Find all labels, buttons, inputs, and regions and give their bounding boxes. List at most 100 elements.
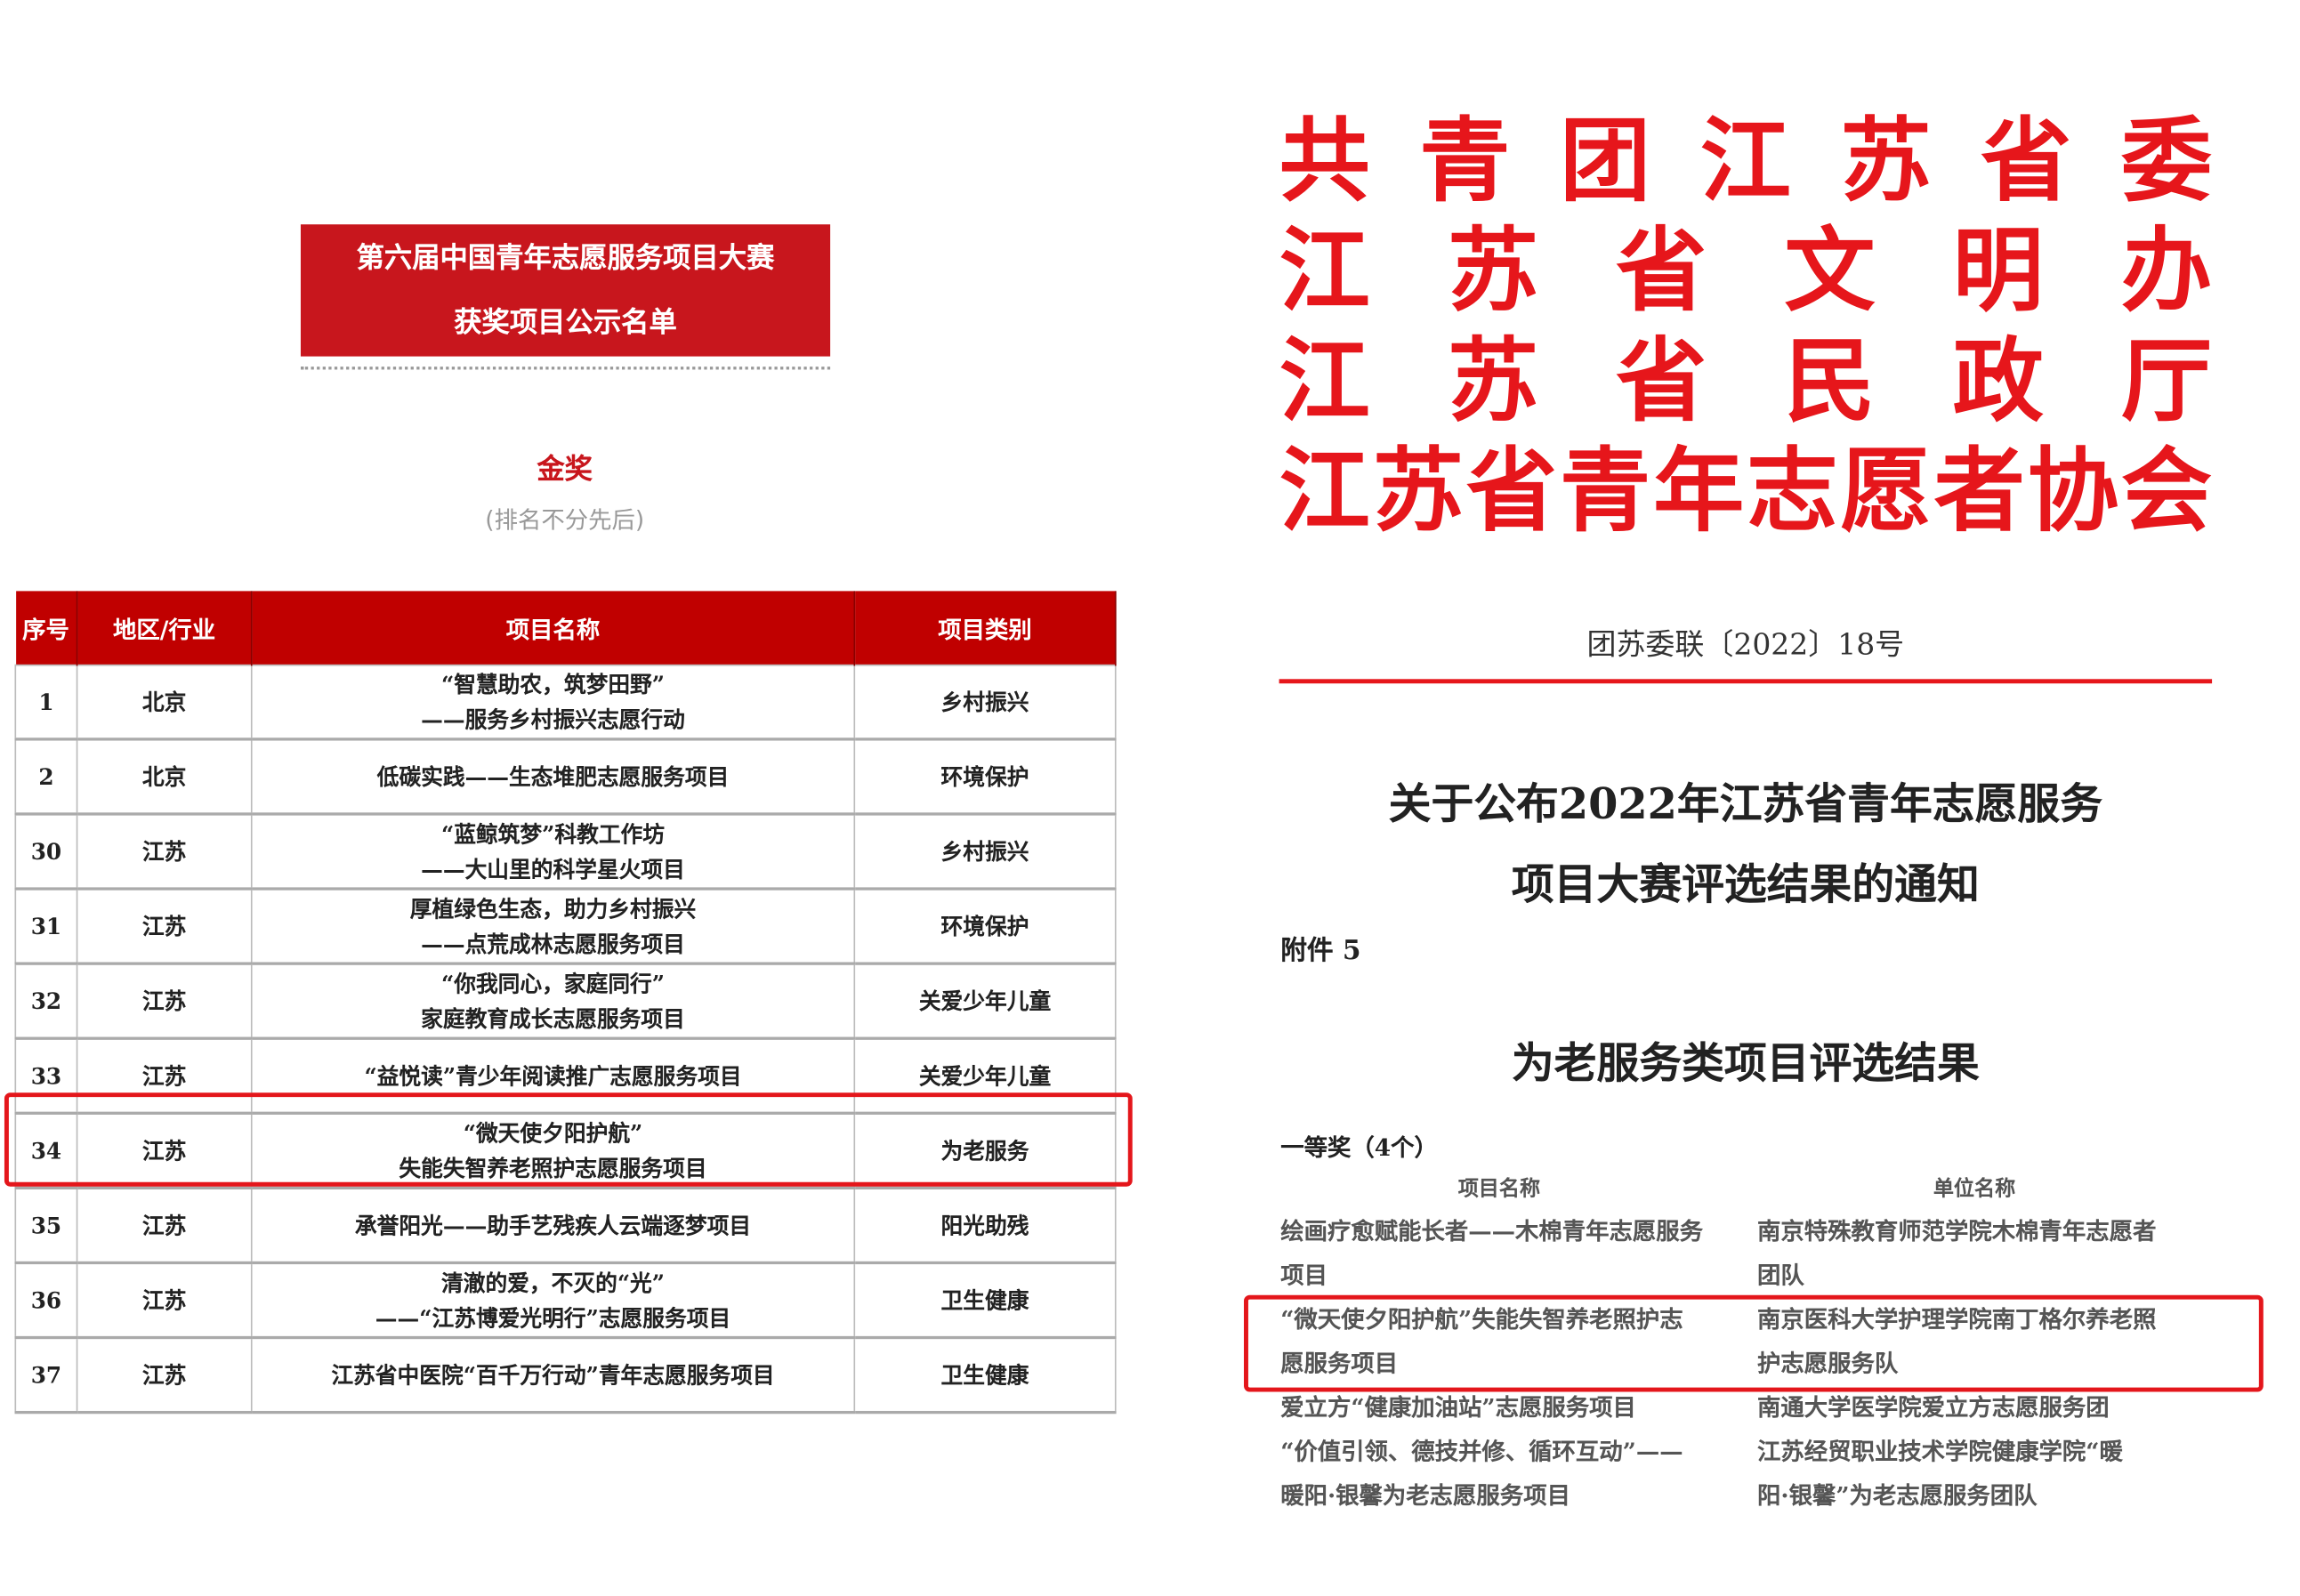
project-name: 暖阳·银馨为老志愿服务项目 bbox=[1280, 1481, 1570, 1510]
row-region: 江苏 bbox=[76, 888, 253, 965]
row-region: 江苏 bbox=[76, 1261, 253, 1340]
col-header-project: 项目名称 bbox=[1457, 1177, 1541, 1202]
header-project: 项目名称 bbox=[251, 591, 856, 665]
award-table: 序号 地区/行业 项目名称 项目类别 1 北京 “智慧助农，筑梦田野” ——服务乡… bbox=[14, 591, 1117, 1415]
issuer-line: 江苏省文明办 bbox=[1279, 216, 2213, 325]
header-no: 序号 bbox=[15, 591, 78, 665]
table-row: 36 江苏 清澈的爱，不灭的“光” ——“江苏博爱光明行”志愿服务项目 卫生健康 bbox=[14, 1261, 1117, 1340]
row-no: 33 bbox=[14, 1037, 78, 1115]
table-row: 32 江苏 “你我同心，家庭同行” 家庭教育成长志愿服务项目 关爱少年儿童 bbox=[14, 963, 1117, 1040]
unit-name: 阳·银馨”为老志愿服务团队 bbox=[1757, 1481, 2038, 1510]
row-category: 关爱少年儿童 bbox=[853, 1037, 1117, 1115]
header-category: 项目类别 bbox=[854, 591, 1117, 665]
row-region: 江苏 bbox=[76, 1037, 253, 1115]
project-name: 项目 bbox=[1280, 1261, 1328, 1290]
row-category: 环境保护 bbox=[853, 738, 1117, 816]
header-region: 地区/行业 bbox=[77, 591, 253, 665]
row-category: 卫生健康 bbox=[853, 1336, 1117, 1415]
project-line: “蓝鲸筑梦”科教工作坊 bbox=[440, 820, 666, 848]
result-row: 爱立方“健康加油站”志愿服务项目 南通大学医学院爱立方志愿服务团 bbox=[1280, 1386, 2248, 1430]
row-region: 江苏 bbox=[76, 813, 253, 891]
highlight-box-left bbox=[4, 1092, 1133, 1187]
title-line: 第六届中国青年志愿服务项目大赛 bbox=[356, 242, 775, 275]
table-row: 30 江苏 “蓝鲸筑梦”科教工作坊 ——大山里的科学星火项目 乡村振兴 bbox=[14, 813, 1117, 891]
project-line: “你我同心，家庭同行” bbox=[440, 970, 666, 997]
project-line: 承誉阳光——助手艺残疾人云端逐梦项目 bbox=[354, 1212, 752, 1239]
row-region: 北京 bbox=[76, 664, 253, 741]
title-line: 获奖项目公示名单 bbox=[454, 306, 677, 339]
row-project: “蓝鲸筑梦”科教工作坊 ——大山里的科学星火项目 bbox=[250, 813, 856, 891]
project-line: 失能失智养老照护志愿服务项目 bbox=[399, 1155, 707, 1181]
row-project: 厚植绿色生态，助力乡村振兴 ——点荒成林志愿服务项目 bbox=[250, 888, 856, 965]
row-no: 37 bbox=[14, 1336, 78, 1415]
table-row: 2 北京 低碳实践——生态堆肥志愿服务项目 环境保护 bbox=[14, 738, 1117, 816]
project-line: ——服务乡村振兴志愿行动 bbox=[421, 705, 685, 733]
project-line: 家庭教育成长志愿服务项目 bbox=[421, 1005, 685, 1032]
project-line: 江苏省中医院“百千万行动”青年志愿服务项目 bbox=[331, 1361, 775, 1389]
row-no: 30 bbox=[14, 813, 78, 891]
award-level: 金奖 bbox=[537, 453, 593, 486]
project-name: 愿服务项目 bbox=[1280, 1349, 1399, 1378]
row-project: “智慧助农，筑梦田野” ——服务乡村振兴志愿行动 bbox=[250, 664, 856, 741]
row-category: 乡村振兴 bbox=[853, 664, 1117, 741]
red-divider bbox=[1279, 679, 2213, 684]
notice-title-line: 项目大赛评选结果的通知 bbox=[1511, 859, 1980, 910]
row-project: 清澈的爱，不灭的“光” ——“江苏博爱光明行”志愿服务项目 bbox=[250, 1261, 856, 1340]
results-subtitle: 为老服务类项目评选结果 bbox=[1511, 1038, 1980, 1089]
row-no: 31 bbox=[14, 888, 78, 965]
competition-title-banner: 第六届中国青年志愿服务项目大赛 获奖项目公示名单 bbox=[300, 224, 831, 357]
project-line: ——点荒成林志愿服务项目 bbox=[421, 931, 685, 957]
unit-name: 江苏经贸职业技术学院健康学院“暖 bbox=[1757, 1437, 2123, 1465]
row-category: 环境保护 bbox=[853, 888, 1117, 965]
row-no: 1 bbox=[14, 664, 78, 741]
row-project: 承誉阳光——助手艺残疾人云端逐梦项目 bbox=[250, 1187, 856, 1265]
project-line: “智慧助农，筑梦田野” bbox=[440, 671, 666, 697]
row-project: “你我同心，家庭同行” 家庭教育成长志愿服务项目 bbox=[250, 963, 856, 1040]
row-category: 卫生健康 bbox=[853, 1261, 1117, 1340]
project-line: 厚植绿色生态，助力乡村振兴 bbox=[409, 895, 697, 923]
project-name: “价值引领、德技并修、循环互动”—— bbox=[1280, 1437, 1683, 1465]
project-line: 清澈的爱，不灭的“光” bbox=[440, 1269, 666, 1296]
attachment-label: 附件 5 bbox=[1280, 935, 1361, 967]
prize-label: 一等奖（4个） bbox=[1280, 1133, 1438, 1162]
ranking-note: (排名不分先后) bbox=[485, 505, 645, 535]
project-line: ——大山里的科学星火项目 bbox=[421, 855, 685, 883]
row-no: 36 bbox=[14, 1261, 78, 1340]
result-row: 暖阳·银馨为老志愿服务项目 阳·银馨”为老志愿服务团队 bbox=[1280, 1474, 2248, 1518]
row-region: 江苏 bbox=[76, 1336, 253, 1415]
project-line: “益悦读”青少年阅读推广志愿服务项目 bbox=[364, 1062, 742, 1090]
project-name: 绘画疗愈赋能长者——木棉青年志愿服务 bbox=[1280, 1217, 1704, 1245]
highlight-box-right bbox=[1244, 1294, 2264, 1392]
table-row: 1 北京 “智慧助农，筑梦田野” ——服务乡村振兴志愿行动 乡村振兴 bbox=[14, 664, 1117, 741]
result-row: “价值引领、德技并修、循环互动”—— 江苏经贸职业技术学院健康学院“暖 bbox=[1280, 1430, 2248, 1473]
row-project: 江苏省中医院“百千万行动”青年志愿服务项目 bbox=[250, 1336, 856, 1415]
result-row: 绘画疗愈赋能长者——木棉青年志愿服务 南京特殊教育师范学院木棉青年志愿者 bbox=[1280, 1210, 2248, 1253]
project-line: “微天使夕阳护航” bbox=[463, 1119, 643, 1147]
row-category: 阳光助残 bbox=[853, 1187, 1117, 1265]
table-row: 31 江苏 厚植绿色生态，助力乡村振兴 ——点荒成林志愿服务项目 环境保护 bbox=[14, 888, 1117, 965]
row-category: 为老服务 bbox=[853, 1112, 1117, 1190]
notice-title-line: 关于公布2022年江苏省青年志愿服务 bbox=[1388, 778, 2103, 829]
dotted-divider bbox=[300, 367, 831, 370]
table-row: 37 江苏 江苏省中医院“百千万行动”青年志愿服务项目 卫生健康 bbox=[14, 1336, 1117, 1415]
row-no: 2 bbox=[14, 738, 78, 816]
row-category: 乡村振兴 bbox=[853, 813, 1117, 891]
unit-name: 南京医科大学护理学院南丁格尔养老照 bbox=[1757, 1305, 2157, 1334]
row-region: 北京 bbox=[76, 738, 253, 816]
project-line: 低碳实践——生态堆肥志愿服务项目 bbox=[376, 763, 730, 790]
table-row: 33 江苏 “益悦读”青少年阅读推广志愿服务项目 关爱少年儿童 bbox=[14, 1037, 1117, 1115]
row-no: 32 bbox=[14, 963, 78, 1040]
row-category: 关爱少年儿童 bbox=[853, 963, 1117, 1040]
row-region: 江苏 bbox=[76, 1187, 253, 1265]
unit-name: 团队 bbox=[1757, 1261, 1804, 1290]
result-row: 项目 团队 bbox=[1280, 1254, 2248, 1298]
row-project: 低碳实践——生态堆肥志愿服务项目 bbox=[250, 738, 856, 816]
issuer-line: 江苏省民政厅 bbox=[1279, 326, 2213, 434]
issuer-line: 共青团江苏省委 bbox=[1279, 107, 2213, 214]
project-name: “微天使夕阳护航”失能失智养老照护志 bbox=[1280, 1305, 1683, 1334]
row-project: “益悦读”青少年阅读推广志愿服务项目 bbox=[250, 1037, 856, 1115]
result-row: 愿服务项目 护志愿服务队 bbox=[1280, 1342, 2248, 1385]
row-no: 35 bbox=[14, 1187, 78, 1265]
unit-name: 护志愿服务队 bbox=[1757, 1349, 1899, 1378]
